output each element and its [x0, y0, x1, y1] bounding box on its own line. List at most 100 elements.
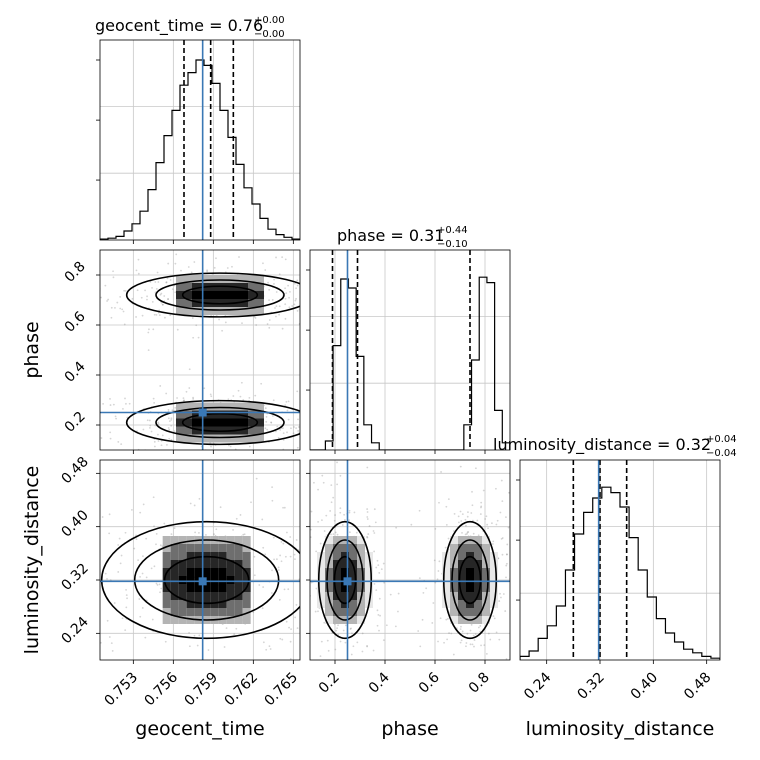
scatter-point [58, 420, 60, 422]
content-11 [310, 250, 510, 450]
density-cell [210, 576, 219, 584]
scatter-point [491, 522, 493, 525]
scatter-point [443, 641, 445, 644]
density-cell [184, 410, 192, 419]
scatter-point [418, 509, 421, 512]
scatter-point [182, 399, 185, 402]
density-cell [248, 434, 256, 443]
scatter-point [261, 607, 264, 610]
density-cell [490, 568, 498, 576]
scatter-point [154, 281, 157, 283]
scatter-point [168, 428, 171, 431]
scatter-point [270, 592, 273, 594]
density-cell [256, 418, 264, 427]
density-cell [226, 608, 235, 616]
density-cell [186, 568, 195, 576]
scatter-point [262, 586, 265, 588]
scatter-point [193, 634, 196, 637]
density-cell [474, 552, 482, 560]
scatter-point [144, 289, 146, 292]
scatter-point [461, 630, 464, 633]
scatter-point [297, 662, 299, 664]
scatter-point [373, 550, 376, 553]
scatter-point [81, 554, 83, 556]
scatter-point [466, 531, 469, 534]
density-cell [218, 584, 227, 592]
density-cell [442, 568, 450, 576]
density-cell [194, 600, 203, 608]
scatter-point [281, 638, 284, 641]
scatter-point [377, 613, 380, 616]
density-cell [341, 584, 349, 592]
scatter-point [210, 445, 212, 448]
scatter-point [164, 316, 166, 319]
contour-luminosity_distance-vs-phase-1-1 [451, 539, 489, 621]
scatter-point [497, 557, 500, 560]
scatter-point [294, 299, 297, 302]
scatter-point [278, 273, 281, 276]
scatter-point [272, 536, 275, 539]
scatter-point [86, 662, 88, 664]
density-cell [226, 616, 235, 624]
contour-luminosity_distance-vs-geocent_time-0-0 [163, 555, 250, 605]
density-cell [176, 410, 184, 419]
scatter-point [182, 397, 185, 400]
density-cell [202, 544, 211, 552]
scatter-point [207, 649, 210, 651]
xlabel-geocent-time: geocent_time [135, 718, 264, 740]
density-cell [333, 616, 341, 624]
density-cell [186, 536, 195, 544]
scatter-point [337, 624, 339, 627]
content-21 [310, 460, 512, 678]
scatter-point [397, 592, 400, 595]
scatter-point [196, 644, 199, 647]
scatter-point [124, 397, 126, 400]
density-cell [184, 307, 192, 315]
scatter-point [149, 426, 151, 429]
scatter-point [232, 529, 234, 531]
scatter-point [215, 257, 217, 260]
scatter-point [147, 331, 150, 334]
scatter-point [301, 296, 303, 298]
scatter-point [223, 646, 226, 648]
x-tick-label: 0.765 [261, 670, 301, 710]
density-cell [248, 307, 256, 315]
scatter-point [194, 531, 197, 534]
scatter-point [288, 296, 290, 299]
scatter-point [510, 533, 512, 535]
content-22 [520, 460, 720, 660]
scatter-point [68, 308, 70, 310]
scatter-point [109, 431, 112, 434]
scatter-point [104, 455, 106, 457]
panel-luminosity-distance-vs-geocent-time [74, 459, 301, 664]
scatter-point [304, 288, 306, 290]
scatter-point [215, 528, 218, 531]
scatter-point [344, 519, 346, 521]
density-cell [216, 434, 224, 443]
scatter-point [135, 316, 137, 318]
scatter-point [74, 651, 76, 653]
scatter-point [261, 518, 264, 521]
scatter-point [472, 532, 475, 535]
scatter-point [173, 430, 176, 433]
ylabel-luminosity-distance: luminosity_distance [21, 466, 43, 655]
scatter-point [305, 273, 307, 275]
scatter-point [313, 481, 315, 484]
scatter-point [135, 538, 138, 541]
scatter-point [451, 669, 453, 671]
scatter-point [157, 421, 160, 424]
scatter-point [295, 287, 297, 290]
scatter-point [124, 629, 127, 632]
scatter-point [104, 284, 107, 287]
scatter-point [241, 322, 243, 325]
scatter-point [465, 524, 467, 527]
scatter-point [492, 540, 495, 543]
scatter-point [96, 534, 98, 536]
scatter-point [149, 424, 152, 427]
scatter-point [447, 537, 450, 540]
density-cell [210, 552, 219, 560]
scatter-point [36, 436, 38, 438]
density-cell [162, 600, 171, 608]
scatter-point [348, 676, 350, 678]
scatter-point [486, 523, 489, 526]
